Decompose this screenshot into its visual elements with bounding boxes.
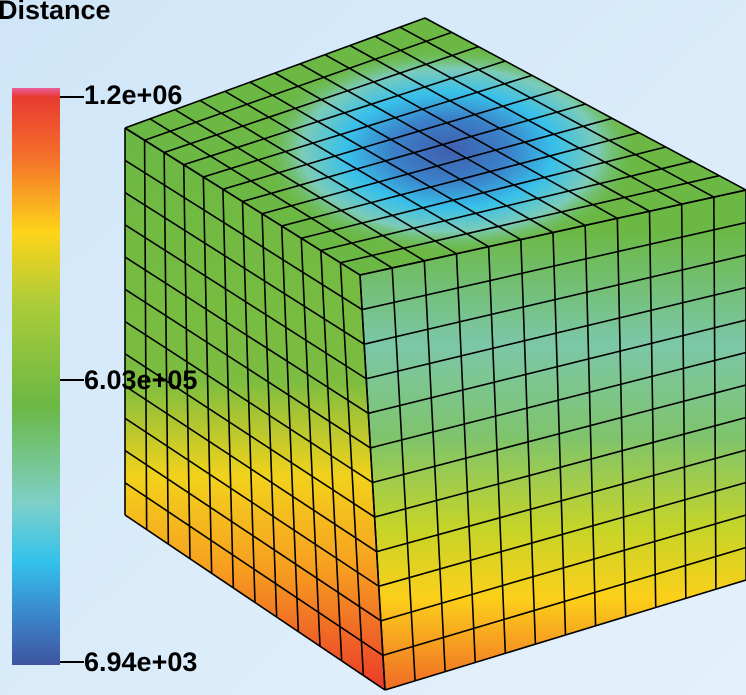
colorbar-label: 6.94e+03 xyxy=(84,647,197,677)
visualization: Distance 1.2e+06 6.03e+05 6.94e+03 xyxy=(0,0,746,695)
colorbar xyxy=(12,88,60,665)
colorbar-label: 1.2e+06 xyxy=(84,80,182,110)
legend-title: Distance xyxy=(0,0,111,25)
colorbar-label: 6.03e+05 xyxy=(84,365,197,395)
